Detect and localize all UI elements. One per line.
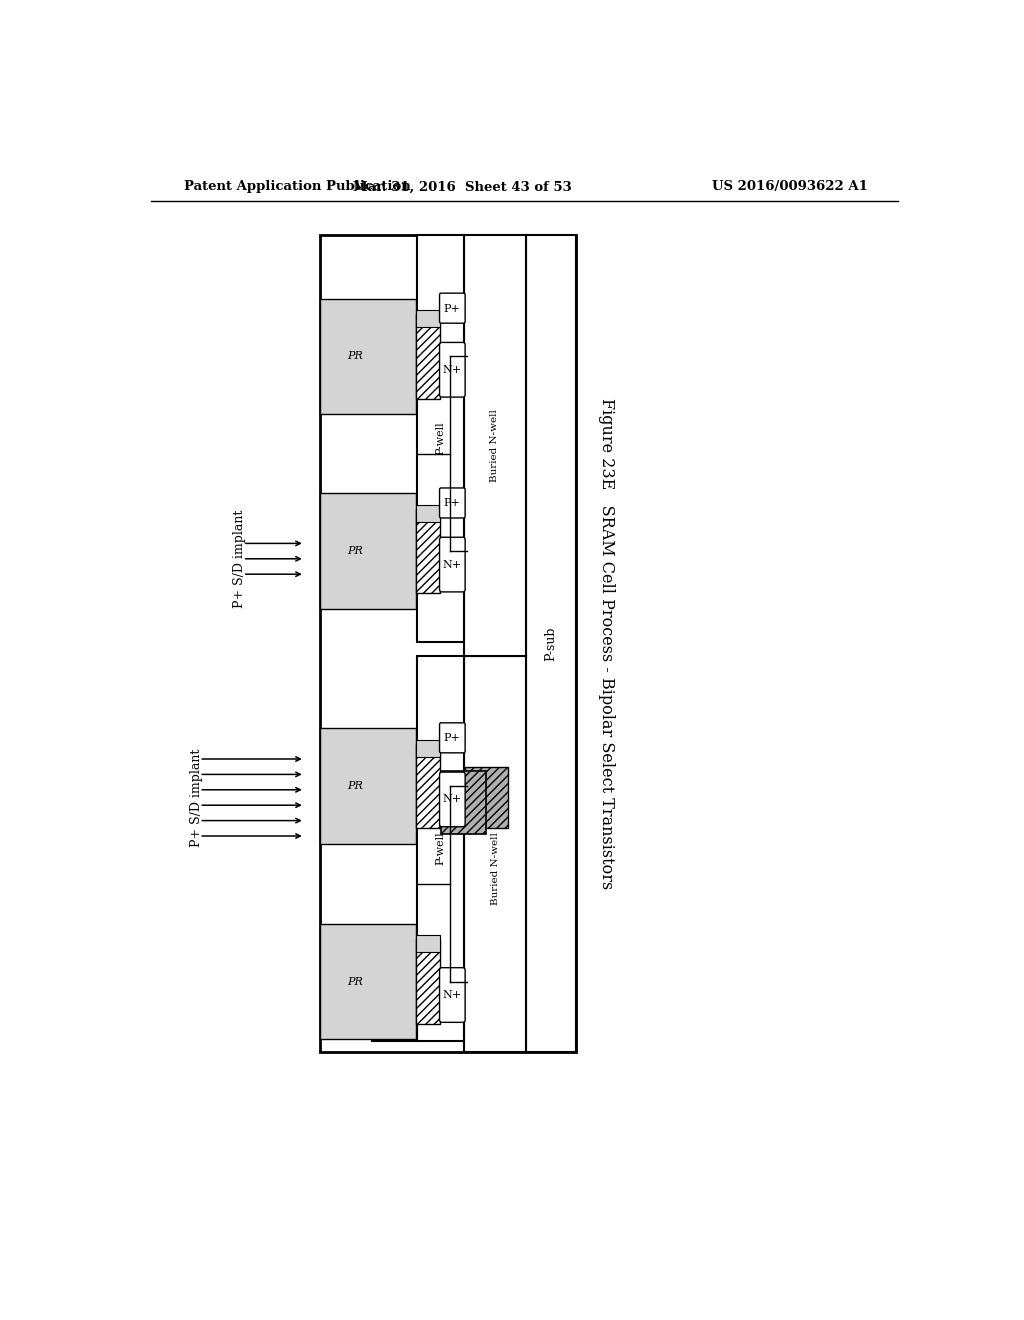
FancyBboxPatch shape: [439, 537, 465, 591]
Text: P+ S/D implant: P+ S/D implant: [189, 748, 203, 846]
Bar: [321, 729, 416, 843]
Text: N+: N+: [442, 560, 462, 569]
Text: PR: PR: [347, 781, 364, 791]
Bar: [416, 310, 440, 327]
Bar: [465, 767, 508, 829]
Text: Mar. 31, 2016  Sheet 43 of 53: Mar. 31, 2016 Sheet 43 of 53: [353, 181, 572, 194]
Bar: [416, 508, 440, 594]
Text: Patent Application Publication: Patent Application Publication: [183, 181, 411, 194]
FancyBboxPatch shape: [439, 293, 465, 323]
Bar: [525, 235, 575, 1052]
FancyBboxPatch shape: [439, 342, 465, 397]
FancyBboxPatch shape: [439, 723, 465, 752]
Bar: [321, 494, 416, 609]
Text: P-well: P-well: [435, 422, 445, 455]
Text: PR: PR: [347, 977, 364, 986]
Bar: [321, 298, 416, 414]
Text: N+: N+: [442, 990, 462, 1001]
Bar: [416, 739, 440, 756]
Bar: [416, 506, 440, 521]
Bar: [464, 656, 525, 1052]
Text: PR: PR: [347, 546, 364, 556]
Text: P+ S/D implant: P+ S/D implant: [233, 510, 246, 609]
Bar: [464, 235, 525, 656]
Text: Figure 23E   SRAM Cell Process - Bipolar Select Transistors: Figure 23E SRAM Cell Process - Bipolar S…: [598, 397, 615, 890]
Text: P+: P+: [443, 499, 461, 508]
Bar: [416, 940, 440, 1024]
Text: N+: N+: [442, 364, 462, 375]
Text: P+: P+: [443, 733, 461, 743]
Text: P-sub: P-sub: [545, 626, 557, 661]
Bar: [321, 924, 416, 1039]
Text: PR: PR: [347, 351, 364, 362]
Bar: [416, 743, 440, 829]
Bar: [416, 936, 440, 952]
Bar: [417, 656, 464, 1040]
Text: Shallow n-well: Shallow n-well: [390, 954, 399, 1031]
Bar: [441, 771, 486, 834]
Text: N+: N+: [442, 795, 462, 804]
Text: Buried N-well (Vss): Buried N-well (Vss): [490, 803, 499, 906]
Text: P-well: P-well: [435, 832, 445, 865]
Bar: [372, 945, 417, 1040]
Bar: [416, 314, 440, 399]
Text: US 2016/0093622 A1: US 2016/0093622 A1: [713, 181, 868, 194]
Text: Buried N-well: Buried N-well: [490, 409, 499, 482]
Text: P+: P+: [443, 304, 461, 314]
Bar: [417, 235, 464, 642]
FancyBboxPatch shape: [439, 488, 465, 517]
Bar: [321, 235, 575, 1052]
FancyBboxPatch shape: [439, 772, 465, 826]
FancyBboxPatch shape: [439, 968, 465, 1022]
